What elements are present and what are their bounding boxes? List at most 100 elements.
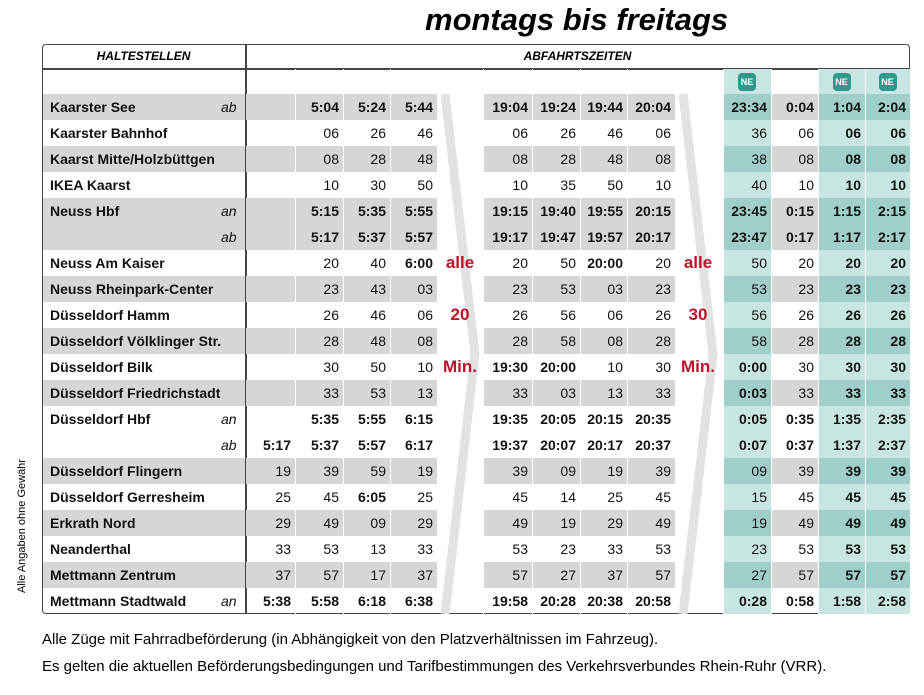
interval-note: Min. [681,357,715,376]
departure-time: 06 [323,125,339,141]
interval-note: 20 [450,305,470,324]
station: Düsseldorf Flingern [50,463,183,479]
departure-time: 10 [512,177,528,193]
row-shade [483,94,675,120]
departure-time: 49 [655,515,671,531]
departure-time: 6:17 [404,437,433,453]
departure-time: 15 [751,489,767,505]
ne-icon-label: NE [835,77,848,87]
arrival-departure: an [221,411,237,427]
departure-time: 19:44 [587,99,623,115]
departure-time: 35 [560,177,576,193]
night-shade [818,198,865,224]
row-shade [483,276,675,302]
departure-time: 5:38 [262,593,291,609]
departure-time: 2:17 [877,229,906,245]
departure-time: 10 [798,177,814,193]
departure-time: 33 [323,385,339,401]
departure-time: 1:35 [832,411,861,427]
departure-time: 38 [751,151,767,167]
departure-time: 53 [798,541,814,557]
row-shade [43,328,245,354]
departure-time: 50 [607,177,623,193]
departure-time: 45 [323,489,339,505]
departure-time: 5:17 [310,229,339,245]
night-shade [818,588,865,614]
station: Kaarst Mitte/Holzbüttgen [50,151,215,167]
ne-icon [832,73,851,91]
night-shade [865,276,910,302]
departure-time: 37 [275,567,291,583]
departure-time: 19:15 [492,203,528,219]
departure-time: 57 [655,567,671,583]
departure-time: 20 [323,255,339,271]
col-sep [580,69,581,614]
col-sep [723,69,724,614]
arrival-departure: an [221,203,237,219]
night-shade [865,406,910,432]
col-sep [818,69,819,614]
departure-time: 6:05 [357,489,386,505]
departure-time: 40 [370,255,386,271]
departure-time: 28 [890,333,906,349]
departure-time: 20:05 [540,411,576,427]
night-shade [865,120,910,146]
departure-time: 19:35 [492,411,528,427]
departure-time: 08 [890,151,906,167]
footer-note: Es gelten die aktuellen Beförderungsbedi… [42,658,827,675]
departure-time: 17 [370,567,386,583]
departure-time: 08 [845,151,861,167]
departure-time: 20 [890,255,906,271]
departure-time: 2:04 [877,99,906,115]
departure-time: 49 [798,515,814,531]
departure-time: 5:58 [310,593,339,609]
departure-time: 20:37 [635,437,671,453]
night-shade [865,380,910,406]
departure-time: 5:44 [404,99,433,115]
ne-icon-label: NE [881,77,894,87]
row-shade [246,94,437,120]
departure-time: 5:15 [310,203,339,219]
departure-time: 13 [370,541,386,557]
departure-time: 20:35 [635,411,671,427]
station: Erkrath Nord [50,515,136,531]
night-shade [723,276,771,302]
departure-time: 13 [417,385,433,401]
departure-time: 30 [655,359,671,375]
row-shade [43,562,245,588]
departure-time: 28 [323,333,339,349]
departure-time: 33 [845,385,861,401]
departure-time: 5:37 [357,229,386,245]
departure-time: 2:15 [877,203,906,219]
departure-time: 50 [560,255,576,271]
ne-icon [878,73,897,91]
col-sep [390,69,391,614]
departure-time: 0:17 [785,229,814,245]
station: IKEA Kaarst [50,177,131,193]
departure-time: 0:28 [738,593,767,609]
row-shade [246,224,437,250]
departure-time: 43 [370,281,386,297]
station: Düsseldorf Bilk [50,359,153,375]
row-shade [246,146,437,172]
departure-time: 39 [798,463,814,479]
night-shade [818,458,865,484]
departure-time: 57 [845,567,861,583]
night-shade [723,172,771,198]
departure-time: 33 [512,385,528,401]
departure-time: 2:58 [877,593,906,609]
departure-time: 45 [512,489,528,505]
departure-time: 49 [845,515,861,531]
column-rule [245,44,247,614]
departure-time: 53 [323,541,339,557]
departure-time: 37 [607,567,623,583]
departure-time: 39 [512,463,528,479]
night-shade [818,302,865,328]
departure-time: 06 [890,125,906,141]
departure-time: 10 [890,177,906,193]
night-shade [723,224,771,250]
departure-time: 20:15 [587,411,623,427]
night-shade [723,458,771,484]
row-shade [246,380,437,406]
night-shade [818,94,865,120]
